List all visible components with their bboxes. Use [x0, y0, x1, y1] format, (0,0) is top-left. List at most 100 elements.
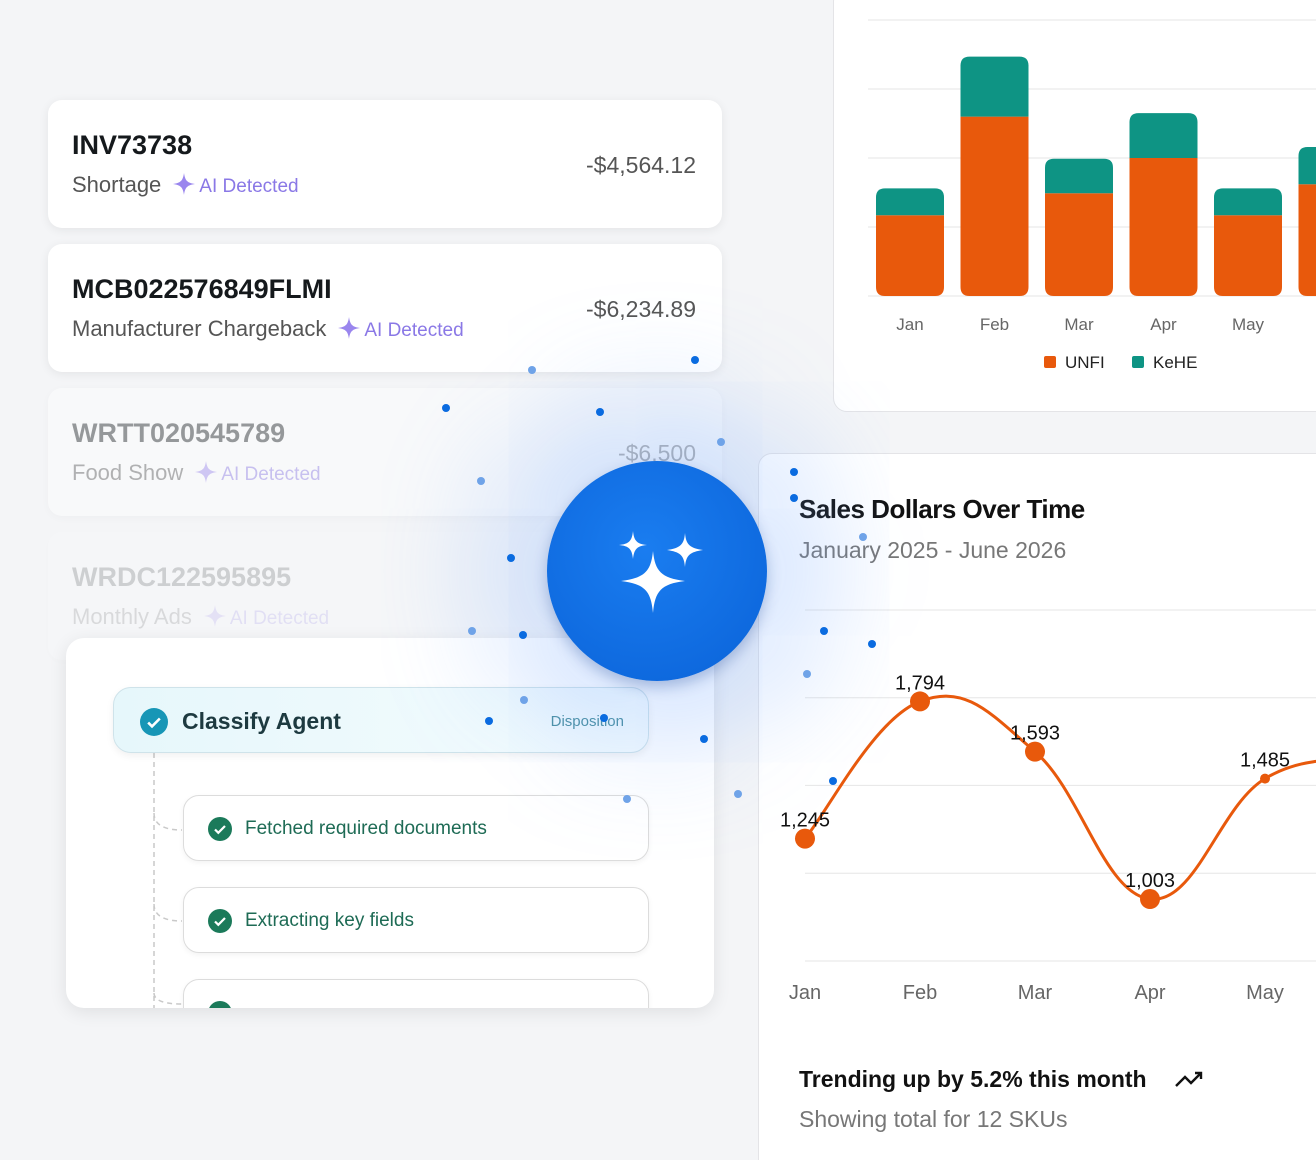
- particle: [442, 404, 450, 412]
- chart-title: Sales Dollars Over Time: [799, 494, 1085, 524]
- connectors: [153, 753, 183, 1008]
- bar-segment: [876, 215, 944, 296]
- particle: [520, 696, 528, 704]
- check-icon: [208, 817, 232, 841]
- badge-text: AI Detected: [199, 176, 299, 197]
- type-text: Monthly Ads: [72, 604, 192, 629]
- particle: [859, 533, 867, 541]
- x-tick-label: Mar: [1018, 982, 1053, 1004]
- particle: [468, 627, 476, 635]
- point: [910, 691, 930, 712]
- particle: [790, 494, 798, 502]
- type-text: Shortage: [72, 172, 162, 197]
- agent-title: Classify Agent: [182, 708, 341, 734]
- invoice-id: MCB022576849FLMI: [72, 274, 332, 304]
- footer: Trending up by 5.2% this month: [799, 1066, 1147, 1092]
- bar-segment: [1214, 188, 1282, 216]
- invoice-card[interactable]: MCB022576849FLMI Manufacturer Chargeback…: [48, 244, 722, 372]
- badge-text: AI Detected: [221, 464, 321, 485]
- invoice-type: Food Show AI Detected: [72, 460, 321, 486]
- bar-segment: [960, 116, 1029, 296]
- invoice-type: Monthly Ads AI Detected: [72, 604, 329, 630]
- particle: [700, 735, 708, 743]
- data-label: 1,485: [1240, 750, 1290, 772]
- particle: [600, 714, 608, 722]
- invoice-id: WRDC122595895: [72, 562, 292, 592]
- particle: [507, 554, 515, 562]
- invoice-card[interactable]: INV73738 Shortage AI Detected -$4,564.12: [48, 100, 722, 228]
- point: [1260, 773, 1270, 784]
- step-text: Extracting key fields: [245, 910, 414, 931]
- particle: [820, 627, 828, 635]
- particle: [485, 717, 493, 725]
- agent-step: Fetched required documents: [183, 795, 649, 861]
- badge: AI Detected: [195, 461, 321, 485]
- badge: AI Detected: [203, 605, 330, 629]
- line-chart-card: [758, 453, 1316, 1160]
- agent-panel: Classify Agent Disposition Fetched requi…: [66, 638, 714, 1008]
- data-label: 1,794: [895, 672, 945, 694]
- invoice-type: Manufacturer Chargeback AI Detected: [72, 316, 464, 342]
- bar-segment: [1298, 146, 1316, 185]
- check-icon: [208, 909, 232, 933]
- sparkle-icon: [619, 531, 703, 613]
- particle: [596, 408, 604, 416]
- bar-segment: [960, 56, 1029, 117]
- x-tick-label: Mar: [1064, 315, 1094, 334]
- step-text: Fetched required documents: [245, 818, 487, 839]
- footer-note: Showing total for 12 SKUs: [799, 1106, 1067, 1132]
- point: [1140, 889, 1160, 910]
- particle: [734, 790, 742, 798]
- data-label: 1,593: [1010, 723, 1060, 745]
- badge: AI Detected: [338, 317, 464, 341]
- particle: [691, 356, 699, 364]
- ai-button[interactable]: [547, 461, 767, 681]
- check-icon: [140, 708, 168, 736]
- type-text: Food Show: [72, 460, 184, 485]
- x-tick-label: Apr: [1134, 982, 1165, 1004]
- data-label: 1,245: [780, 810, 830, 832]
- x-tick-label: Feb: [903, 982, 937, 1004]
- badge: AI Detected: [173, 173, 299, 197]
- bar-segment: [1298, 184, 1316, 296]
- chart-subtitle: January 2025 - June 2026: [799, 537, 1066, 563]
- legend-swatch: [1132, 356, 1144, 368]
- invoice-id: INV73738: [72, 130, 193, 160]
- invoice-id: WRTT020545789: [72, 418, 286, 448]
- bar-segment: [1214, 215, 1282, 296]
- agent-step: Extracting key fields: [183, 887, 649, 953]
- invoice-amount: -$4,564.12: [586, 152, 696, 178]
- particle: [868, 640, 876, 648]
- legend-swatch: [1044, 356, 1056, 368]
- agent-pill[interactable]: Classify Agent Disposition: [113, 687, 649, 753]
- particle: [623, 795, 631, 803]
- badge-text: AI Detected: [229, 608, 330, 629]
- check-icon: [209, 1001, 231, 1008]
- x-tick-label: May: [1246, 982, 1284, 1004]
- bar-segment: [1129, 113, 1198, 158]
- invoice-type: Shortage AI Detected: [72, 172, 299, 198]
- particle: [803, 670, 811, 678]
- point: [795, 828, 815, 849]
- trend-icon: [1175, 1071, 1203, 1087]
- x-tick-label: May: [1232, 315, 1265, 334]
- type-text: Manufacturer Chargeback: [72, 316, 327, 341]
- badge-text: AI Detected: [364, 320, 464, 341]
- invoice-amount: -$6,234.89: [586, 296, 696, 322]
- bar-segment: [1045, 158, 1113, 194]
- particle: [477, 477, 485, 485]
- particle: [528, 366, 536, 374]
- bar-segment: [1045, 193, 1113, 296]
- x-tick-label: Jan: [789, 982, 821, 1004]
- bar-segment: [1129, 158, 1198, 296]
- particle: [790, 468, 798, 476]
- legend-label: UNFI: [1065, 353, 1105, 372]
- bar-segment: [876, 188, 944, 216]
- point: [1025, 741, 1045, 762]
- agent-step: [183, 979, 649, 1008]
- particle: [829, 777, 837, 785]
- data-label: 1,003: [1125, 870, 1175, 892]
- x-tick-label: Apr: [1150, 315, 1177, 334]
